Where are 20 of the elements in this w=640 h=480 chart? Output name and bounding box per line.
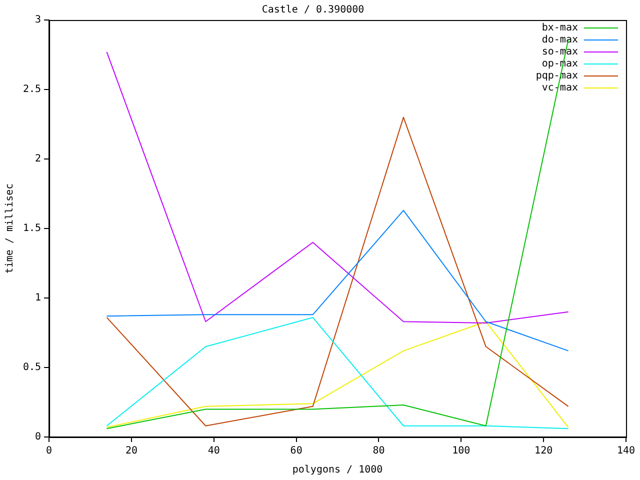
y-tick-label: 1.5 <box>23 223 42 234</box>
y-tick-label: 2 <box>35 154 42 165</box>
x-tick-label: 140 <box>616 446 636 457</box>
y-tick-label: 3 <box>35 14 42 26</box>
legend-label: bx-max <box>542 22 578 34</box>
x-tick-label: 40 <box>208 446 220 457</box>
x-tick-label: 80 <box>372 446 385 457</box>
x-tick-label: 0 <box>46 446 52 457</box>
x-tick-label: 60 <box>290 446 302 457</box>
y-tick-label: 1 <box>35 292 42 304</box>
y-axis-title: time / millisec <box>4 183 16 274</box>
y-tick-label: 0.5 <box>23 362 42 374</box>
y-tick-label: 0 <box>35 432 42 443</box>
x-axis-title: polygons / 1000 <box>292 464 383 476</box>
y-tick-label: 2.5 <box>23 84 42 96</box>
x-tick-label: 20 <box>125 446 138 457</box>
x-tick-label: 120 <box>534 446 553 457</box>
legend-label: do-max <box>542 34 578 46</box>
x-tick-label: 100 <box>452 446 470 457</box>
chart-title: Castle / 0.390000 <box>262 4 364 16</box>
